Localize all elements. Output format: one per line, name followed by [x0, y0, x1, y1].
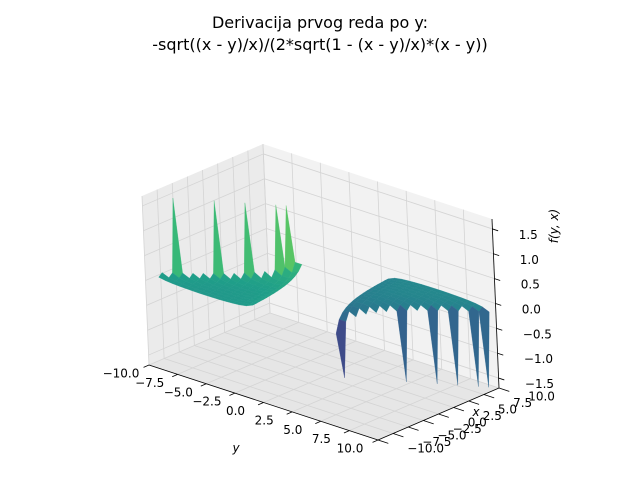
grid-line	[148, 302, 270, 356]
chart-title-line-2: -sqrt((x - y)/x)/(2*sqrt(1 - (x - y)/x)*…	[152, 35, 487, 54]
grid-line	[264, 178, 494, 255]
x-tick-mark	[286, 411, 293, 415]
y-tick-label: 0.0	[468, 415, 487, 429]
z-tick-mark	[494, 278, 501, 281]
z-tick-label: −1.5	[525, 377, 554, 391]
tick-labels: −10.0−7.5−5.0−2.50.02.55.07.510.0 −10.0−7…	[103, 228, 555, 456]
grid-line	[143, 178, 265, 232]
surface-patch	[335, 319, 347, 378]
x-tick-mark	[143, 364, 150, 368]
x-tick-mark	[200, 383, 207, 387]
z-tick-label: 0.0	[522, 303, 541, 317]
x-tick-mark	[257, 402, 264, 406]
surface	[158, 197, 490, 388]
y-tick-mark	[438, 413, 449, 418]
surface-patch	[427, 304, 438, 384]
y-tick-mark	[483, 394, 495, 399]
surface-patch	[379, 301, 391, 313]
axes-lines	[143, 218, 510, 444]
x-tick-mark	[372, 439, 379, 443]
grid-line	[254, 319, 484, 395]
x-tick-label: 7.5	[312, 432, 331, 446]
y-tick-mark	[423, 420, 434, 425]
x-tick-label: 0.0	[226, 404, 245, 418]
y-tick-label: 7.5	[513, 396, 532, 410]
z-tick-mark	[496, 327, 503, 331]
grid-line	[224, 332, 454, 408]
surface-patch	[348, 305, 360, 318]
chart-title-line-1: Derivacija prvog reda po y:	[212, 13, 428, 32]
grid-line	[266, 228, 496, 304]
x-tick-label: −2.5	[192, 395, 221, 409]
surface-patch	[396, 304, 408, 382]
z-tick-label: 1.5	[519, 228, 538, 242]
grid-line	[194, 345, 424, 421]
grid-line	[239, 325, 469, 402]
grid-line	[209, 338, 439, 415]
y-tick-label: 2.5	[483, 409, 502, 423]
x-tick-mark	[343, 430, 350, 434]
y-tick-label: −5.0	[437, 428, 466, 442]
y-tick-mark	[453, 407, 465, 412]
y-tick-label: 10.0	[528, 389, 555, 403]
y-tick-label: 5.0	[498, 402, 517, 416]
surface-patch	[369, 302, 380, 313]
y-tick-label: −7.5	[422, 435, 451, 449]
x-tick-label: 5.0	[283, 423, 302, 437]
grid-line	[269, 302, 499, 379]
z-tick-mark	[495, 303, 502, 306]
x-tick-mark	[172, 374, 178, 378]
y-axis-label: x	[471, 405, 480, 419]
z-tick-label: −0.5	[523, 327, 552, 341]
grid-line	[268, 277, 498, 354]
grid-line	[179, 351, 409, 428]
x-tick-mark	[229, 392, 236, 396]
y-tick-mark	[377, 439, 389, 444]
x-tick-label: 2.5	[255, 414, 274, 428]
y-tick-label: −2.5	[453, 422, 482, 436]
grid-line	[164, 358, 394, 434]
x-tick-label: 10.0	[337, 442, 364, 456]
z-tick-mark	[497, 352, 504, 356]
y-tick-mark	[408, 426, 419, 431]
z-tick-label: 0.5	[521, 278, 540, 292]
surface-patch	[246, 303, 257, 307]
grid-line	[269, 312, 500, 389]
surface-patch	[478, 306, 490, 388]
z-axis-label: f(y, x)	[547, 209, 561, 244]
grid-line	[265, 203, 495, 280]
x-tick-mark	[315, 420, 321, 424]
y-tick-label: −10.0	[407, 441, 444, 455]
z-tick-label: −1.0	[524, 352, 553, 366]
x-tick-label: −5.0	[164, 385, 193, 399]
z-tick-label: 1.0	[520, 253, 539, 267]
x-tick-label: −7.5	[135, 376, 164, 390]
surface-patch	[447, 305, 459, 386]
grid-line	[142, 153, 264, 207]
y-tick-mark	[393, 433, 404, 438]
x-tick-label: −10.0	[103, 367, 140, 381]
surface-patch	[358, 303, 370, 315]
z-tick-mark	[492, 228, 499, 232]
y-tick-mark	[498, 387, 510, 392]
z-tick-mark	[498, 377, 505, 381]
x-axis-label: y	[231, 441, 240, 455]
z-tick-mark	[493, 253, 500, 257]
y-tick-mark	[468, 400, 480, 405]
grid-line	[263, 153, 493, 230]
